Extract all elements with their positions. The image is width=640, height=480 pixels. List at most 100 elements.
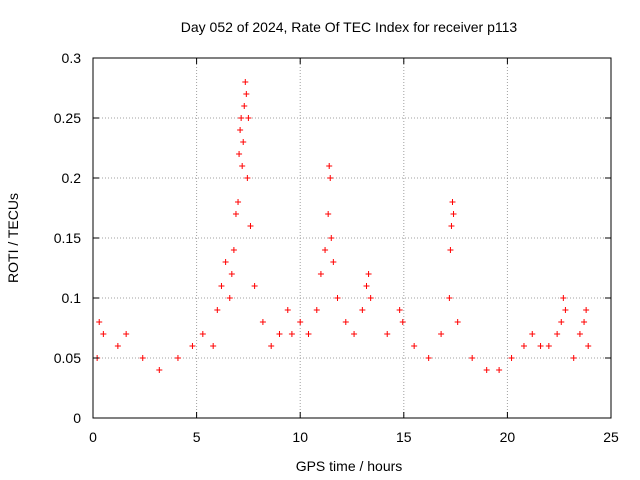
data-point — [210, 343, 217, 349]
data-point — [288, 331, 295, 337]
data-point — [529, 331, 536, 337]
data-point — [245, 115, 252, 121]
data-point — [297, 319, 304, 325]
data-point — [237, 127, 244, 133]
data-point — [508, 355, 515, 361]
data-point — [226, 295, 233, 301]
data-point — [305, 331, 312, 337]
data-point — [330, 259, 337, 265]
data-point — [576, 331, 583, 337]
x-tick-label: 15 — [396, 429, 412, 445]
x-tick-label: 0 — [89, 429, 97, 445]
data-point — [174, 355, 181, 361]
data-point — [359, 307, 366, 313]
data-point — [139, 355, 146, 361]
data-point — [365, 271, 372, 277]
data-point — [334, 295, 341, 301]
data-point — [520, 343, 527, 349]
data-point — [454, 319, 461, 325]
x-tick-label: 10 — [292, 429, 308, 445]
data-point — [396, 307, 403, 313]
data-point — [199, 331, 206, 337]
y-tick-label: 0.3 — [62, 50, 82, 66]
data-points — [94, 79, 592, 373]
data-point — [123, 331, 130, 337]
data-point — [483, 367, 490, 373]
data-point — [581, 319, 588, 325]
data-point — [585, 343, 592, 349]
data-point — [322, 247, 329, 253]
data-point — [214, 307, 221, 313]
data-point — [545, 343, 552, 349]
data-point — [554, 331, 561, 337]
data-point — [327, 175, 334, 181]
data-point — [449, 199, 456, 205]
data-point — [238, 115, 245, 121]
data-point — [242, 79, 249, 85]
data-point — [222, 259, 229, 265]
data-point — [562, 307, 569, 313]
data-point — [326, 163, 333, 169]
y-axis-label: ROTI / TECUs — [5, 193, 21, 283]
x-tick-label: 25 — [603, 429, 619, 445]
y-tick-label: 0 — [73, 410, 81, 426]
data-point — [241, 103, 248, 109]
data-point — [317, 271, 324, 277]
data-point — [399, 319, 406, 325]
axis-ticks: 0 5 10 15 20 25 0 0.05 0.1 0.15 0.2 0.25 0.3 — [54, 50, 619, 445]
data-point — [469, 355, 476, 361]
data-point — [328, 235, 335, 241]
data-point — [448, 223, 455, 229]
data-point — [96, 319, 103, 325]
data-point — [342, 319, 349, 325]
data-point — [313, 307, 320, 313]
data-point — [450, 211, 457, 217]
x-tick-label: 5 — [193, 429, 201, 445]
data-point — [230, 247, 237, 253]
data-point — [537, 343, 544, 349]
x-tick-label: 20 — [500, 429, 516, 445]
data-point — [560, 295, 567, 301]
data-point — [251, 283, 258, 289]
data-point — [363, 283, 370, 289]
data-point — [239, 163, 246, 169]
data-point — [276, 331, 283, 337]
data-point — [446, 295, 453, 301]
data-point — [425, 355, 432, 361]
data-point — [325, 211, 332, 217]
data-point — [570, 355, 577, 361]
y-tick-label: 0.2 — [62, 170, 82, 186]
data-point — [156, 367, 163, 373]
data-point — [240, 139, 247, 145]
chart-title: Day 052 of 2024, Rate Of TEC Index for r… — [181, 19, 518, 35]
data-point — [438, 331, 445, 337]
data-point — [447, 247, 454, 253]
data-point — [268, 343, 275, 349]
data-point — [558, 319, 565, 325]
y-tick-label: 0.15 — [54, 230, 81, 246]
data-point — [247, 223, 254, 229]
y-tick-label: 0.1 — [62, 290, 82, 306]
data-point — [411, 343, 418, 349]
data-point — [218, 283, 225, 289]
x-axis-label: GPS time / hours — [296, 458, 403, 474]
data-point — [367, 295, 374, 301]
data-point — [583, 307, 590, 313]
data-point — [100, 331, 107, 337]
y-tick-label: 0.25 — [54, 110, 81, 126]
grid-lines — [93, 58, 611, 418]
data-point — [284, 307, 291, 313]
data-point — [189, 343, 196, 349]
data-point — [236, 151, 243, 157]
data-point — [351, 331, 358, 337]
data-point — [232, 211, 239, 217]
data-point — [243, 91, 250, 97]
data-point — [259, 319, 266, 325]
data-point — [228, 271, 235, 277]
data-point — [384, 331, 391, 337]
y-tick-label: 0.05 — [54, 350, 81, 366]
data-point — [114, 343, 121, 349]
data-point — [244, 175, 251, 181]
data-point — [496, 367, 503, 373]
